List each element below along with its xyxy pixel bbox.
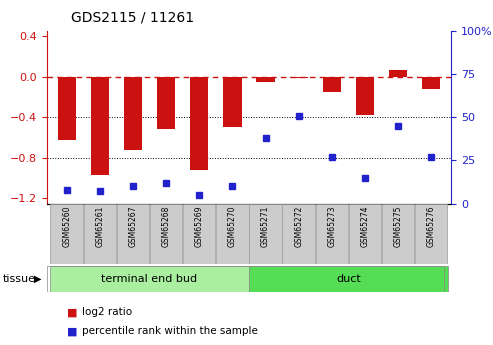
Bar xyxy=(150,204,182,264)
Bar xyxy=(323,77,341,92)
Bar xyxy=(249,266,448,292)
Text: GSM65261: GSM65261 xyxy=(95,206,105,247)
Text: GSM65267: GSM65267 xyxy=(129,206,138,247)
Text: GSM65260: GSM65260 xyxy=(62,206,71,247)
Bar xyxy=(50,204,83,264)
Bar xyxy=(58,77,76,140)
Bar xyxy=(183,204,215,264)
Text: GDS2115 / 11261: GDS2115 / 11261 xyxy=(71,10,195,24)
Text: percentile rank within the sample: percentile rank within the sample xyxy=(82,326,258,336)
Text: GSM65271: GSM65271 xyxy=(261,206,270,247)
Text: GSM65269: GSM65269 xyxy=(195,206,204,247)
Bar xyxy=(282,204,315,264)
Bar xyxy=(91,77,109,175)
Text: GSM65276: GSM65276 xyxy=(427,206,436,247)
Bar xyxy=(356,77,374,115)
Text: GSM65273: GSM65273 xyxy=(327,206,336,247)
Bar xyxy=(382,204,414,264)
Text: GSM65270: GSM65270 xyxy=(228,206,237,247)
Text: GSM65275: GSM65275 xyxy=(393,206,403,247)
Text: GSM65274: GSM65274 xyxy=(360,206,369,247)
Bar xyxy=(50,266,249,292)
Text: duct: duct xyxy=(336,274,361,284)
Bar xyxy=(190,77,209,170)
Text: ■: ■ xyxy=(67,326,77,336)
Bar xyxy=(389,70,407,77)
Bar xyxy=(349,204,381,264)
Bar xyxy=(157,77,175,129)
Bar xyxy=(256,77,275,82)
Bar xyxy=(289,77,308,78)
Bar xyxy=(124,77,142,150)
Text: terminal end bud: terminal end bud xyxy=(102,274,198,284)
Text: ■: ■ xyxy=(67,307,77,317)
Bar xyxy=(422,77,440,89)
Text: ▶: ▶ xyxy=(35,274,42,284)
Bar xyxy=(216,204,248,264)
Bar xyxy=(117,204,149,264)
Bar xyxy=(415,204,448,264)
Text: log2 ratio: log2 ratio xyxy=(82,307,133,317)
Bar xyxy=(316,204,348,264)
Text: tissue: tissue xyxy=(2,274,35,284)
Text: GSM65268: GSM65268 xyxy=(162,206,171,247)
Bar xyxy=(249,204,282,264)
Bar xyxy=(223,77,242,127)
Text: GSM65272: GSM65272 xyxy=(294,206,303,247)
Bar xyxy=(84,204,116,264)
